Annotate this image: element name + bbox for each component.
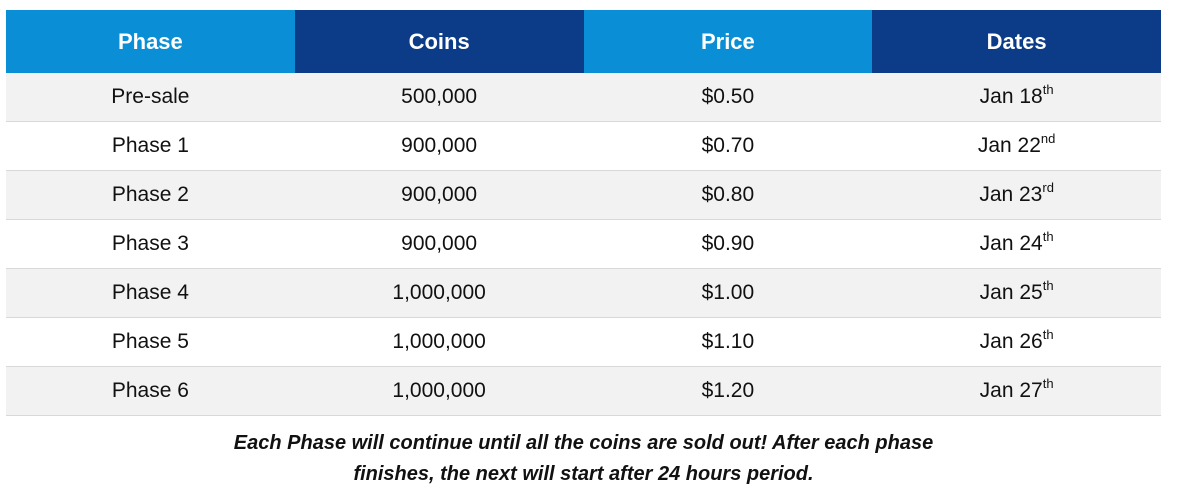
cell-price: $0.70: [583, 121, 873, 171]
date-suffix: rd: [1042, 180, 1054, 195]
phase-note: Each Phase will continue until all the c…: [0, 428, 1167, 490]
header-coins: Coins: [294, 10, 584, 73]
cell-date: Jan 27th: [872, 366, 1161, 416]
table-body: Pre-sale 500,000 $0.50 Jan 18th Phase 1 …: [6, 73, 1161, 416]
cell-phase: Phase 3: [6, 219, 295, 269]
date-text: Jan 22: [977, 134, 1041, 157]
phase-table-container: Phase Coins Price Dates Pre-sale 500,000…: [6, 10, 1161, 416]
cell-price: $1.00: [583, 268, 873, 318]
header-dates: Dates: [872, 10, 1161, 73]
cell-coins: 900,000: [294, 121, 584, 171]
cell-price: $0.50: [583, 73, 873, 122]
note-line-1: Each Phase will continue until all the c…: [233, 432, 934, 454]
date-suffix: th: [1042, 327, 1054, 342]
table-row: Phase 6 1,000,000 $1.20 Jan 27th: [6, 366, 1161, 416]
cell-phase: Phase 5: [6, 317, 295, 367]
date-suffix: th: [1042, 278, 1054, 293]
cell-phase: Phase 1: [6, 121, 295, 171]
date-text: Jan 26: [979, 330, 1043, 353]
cell-date: Jan 26th: [872, 317, 1161, 367]
cell-coins: 1,000,000: [294, 317, 584, 367]
cell-price: $0.80: [583, 170, 873, 220]
table-row: Pre-sale 500,000 $0.50 Jan 18th: [6, 73, 1161, 122]
cell-coins: 500,000: [294, 73, 584, 122]
date-text: Jan 23: [979, 183, 1043, 206]
cell-date: Jan 24th: [872, 219, 1161, 269]
header-row: Phase Coins Price Dates: [6, 10, 1161, 73]
date-suffix: th: [1042, 82, 1054, 97]
table-row: Phase 4 1,000,000 $1.00 Jan 25th: [6, 268, 1161, 318]
date-suffix: th: [1042, 376, 1054, 391]
cell-price: $1.10: [583, 317, 873, 367]
table-row: Phase 3 900,000 $0.90 Jan 24th: [6, 219, 1161, 269]
date-suffix: th: [1042, 229, 1054, 244]
date-text: Jan 24: [979, 232, 1043, 255]
header-phase: Phase: [6, 10, 295, 73]
table-row: Phase 5 1,000,000 $1.10 Jan 26th: [6, 317, 1161, 367]
cell-price: $0.90: [583, 219, 873, 269]
cell-price: $1.20: [583, 366, 873, 416]
header-price: Price: [583, 10, 873, 73]
date-text: Jan 27: [979, 379, 1043, 402]
cell-date: Jan 18th: [872, 73, 1161, 122]
cell-phase: Phase 6: [6, 366, 295, 416]
cell-coins: 1,000,000: [294, 366, 584, 416]
table-row: Phase 2 900,000 $0.80 Jan 23rd: [6, 170, 1161, 220]
cell-phase: Phase 4: [6, 268, 295, 318]
cell-coins: 900,000: [294, 170, 584, 220]
cell-date: Jan 25th: [872, 268, 1161, 318]
cell-phase: Pre-sale: [6, 73, 295, 122]
cell-phase: Phase 2: [6, 170, 295, 220]
cell-date: Jan 22nd: [872, 121, 1161, 171]
note-line-2: finishes, the next will start after 24 h…: [353, 463, 814, 485]
date-suffix: nd: [1040, 131, 1056, 146]
cell-coins: 900,000: [294, 219, 584, 269]
date-text: Jan 18: [979, 85, 1043, 108]
phase-table: Phase Coins Price Dates Pre-sale 500,000…: [6, 10, 1161, 416]
cell-date: Jan 23rd: [872, 170, 1161, 220]
table-row: Phase 1 900,000 $0.70 Jan 22nd: [6, 121, 1161, 171]
date-text: Jan 25: [979, 281, 1043, 304]
cell-coins: 1,000,000: [294, 268, 584, 318]
table-header: Phase Coins Price Dates: [6, 10, 1161, 73]
